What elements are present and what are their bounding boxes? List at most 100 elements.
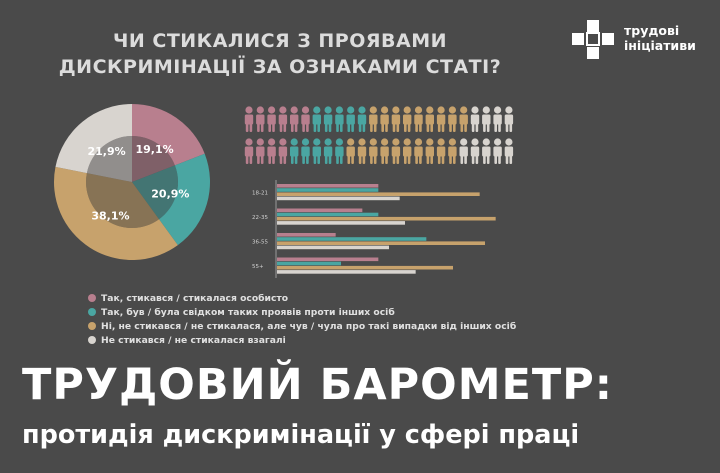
person-icon [436, 138, 446, 164]
legend-label: Так, стикався / стикалася особисто [101, 292, 289, 304]
bar-category-label: 22-35 [252, 215, 268, 221]
subtitle: протидія дискримінації у сфері праці [22, 420, 580, 450]
legend-dot-icon [88, 308, 96, 316]
person-icon [312, 138, 321, 164]
bar [277, 188, 379, 192]
person-icon [493, 106, 502, 132]
legend-label: Не стикався / не стикалася взагалі [101, 334, 286, 346]
bar-category-label: 18-21 [252, 190, 268, 196]
person-icon [369, 138, 378, 164]
bar [277, 270, 416, 274]
person-icon [391, 106, 401, 132]
bar-category-label: 36-55 [252, 239, 268, 245]
person-icon [335, 138, 344, 164]
person-icon [278, 106, 288, 132]
person-icon [470, 106, 480, 132]
bar-category-label: 55+ [252, 264, 264, 270]
bar [277, 208, 363, 213]
pie-slice-inner [86, 173, 160, 229]
bar [277, 237, 427, 241]
pie-slice [132, 104, 205, 166]
person-icon [459, 106, 468, 132]
pie-chart: 19,1% 20,9% 38,1% 21,9% [53, 104, 210, 260]
person-icon [244, 106, 254, 132]
people-pictogram [244, 106, 514, 164]
person-icon [380, 106, 389, 132]
bar [277, 216, 496, 221]
person-icon [414, 106, 423, 132]
logo-line-2: ініціативи [624, 38, 696, 53]
person-icon [482, 138, 491, 164]
person-icon [323, 138, 333, 164]
bar [277, 257, 379, 262]
person-icon [403, 106, 412, 132]
person-icon [369, 106, 378, 132]
bar [277, 261, 341, 266]
person-icon [346, 106, 355, 132]
age-bar-chart: 18-21 22-35 36-55 55+ [252, 180, 496, 278]
logo: трудові ініціативи [572, 20, 712, 64]
person-icon [403, 138, 412, 164]
person-icon [267, 106, 276, 132]
bar [277, 245, 389, 250]
logo-line-1: трудові [624, 23, 680, 38]
person-icon [414, 138, 423, 164]
legend-item: Так, стикався / стикалася особисто [88, 291, 516, 305]
bar [277, 184, 379, 188]
person-icon [290, 106, 299, 132]
person-icon [504, 138, 514, 164]
bar [277, 192, 480, 196]
logo-cross-icon [572, 20, 614, 59]
pie-data-label: 19,1% [136, 143, 174, 156]
bar [277, 265, 453, 270]
pie-slice [53, 166, 178, 260]
pie-slice-inner [132, 136, 175, 182]
legend-item: Так, був / була свідком таких проявів пр… [88, 305, 516, 319]
person-icon [391, 138, 401, 164]
person-icon [493, 138, 502, 164]
person-icon [267, 138, 276, 164]
question-line-1: ЧИ СТИКАЛИСЯ З ПРОЯВАМИ [113, 30, 447, 52]
person-icon [448, 106, 457, 132]
legend-dot-icon [88, 322, 96, 330]
pie-data-label: 38,1% [91, 210, 129, 223]
person-icon [425, 106, 434, 132]
person-icon [256, 138, 265, 164]
person-icon [459, 138, 468, 164]
legend: Так, стикався / стикалася особисто Так, … [88, 291, 516, 347]
person-icon [256, 106, 265, 132]
legend-label: Так, був / була свідком таких проявів пр… [101, 306, 395, 318]
legend-item: Ні, не стикався / не стикалася, але чув … [88, 319, 516, 333]
person-icon [301, 138, 310, 164]
person-icon [244, 138, 254, 164]
legend-label: Ні, не стикався / не стикалася, але чув … [101, 320, 517, 332]
person-icon [436, 106, 446, 132]
person-icon [278, 138, 288, 164]
pie-slice-inner [132, 165, 178, 220]
person-icon [290, 138, 299, 164]
person-icon [301, 106, 310, 132]
person-icon [470, 138, 480, 164]
bar [277, 241, 485, 245]
person-icon [323, 106, 333, 132]
bar [277, 221, 405, 225]
pie-slice [159, 153, 210, 246]
person-icon [346, 138, 355, 164]
person-icon [504, 106, 514, 132]
bar [277, 212, 379, 217]
legend-item: Не стикався / не стикалася взагалі [88, 333, 516, 347]
pie-slice-inner [86, 136, 132, 182]
person-icon [312, 106, 321, 132]
person-icon [357, 138, 367, 164]
pie-data-label: 20,9% [151, 187, 189, 200]
person-icon [448, 138, 457, 164]
main-title: ТРУДОВИЙ БАРОМЕТР: [22, 360, 613, 410]
person-icon [425, 138, 434, 164]
bar [277, 233, 336, 237]
pie-data-label: 21,9% [88, 145, 126, 158]
person-icon [380, 138, 389, 164]
bar [277, 196, 400, 201]
person-icon [357, 106, 367, 132]
question-line-2: ДИСКРИМІНАЦІЇ ЗА ОЗНАКАМИ СТАТІ? [58, 56, 502, 78]
pie-slice [55, 104, 132, 174]
